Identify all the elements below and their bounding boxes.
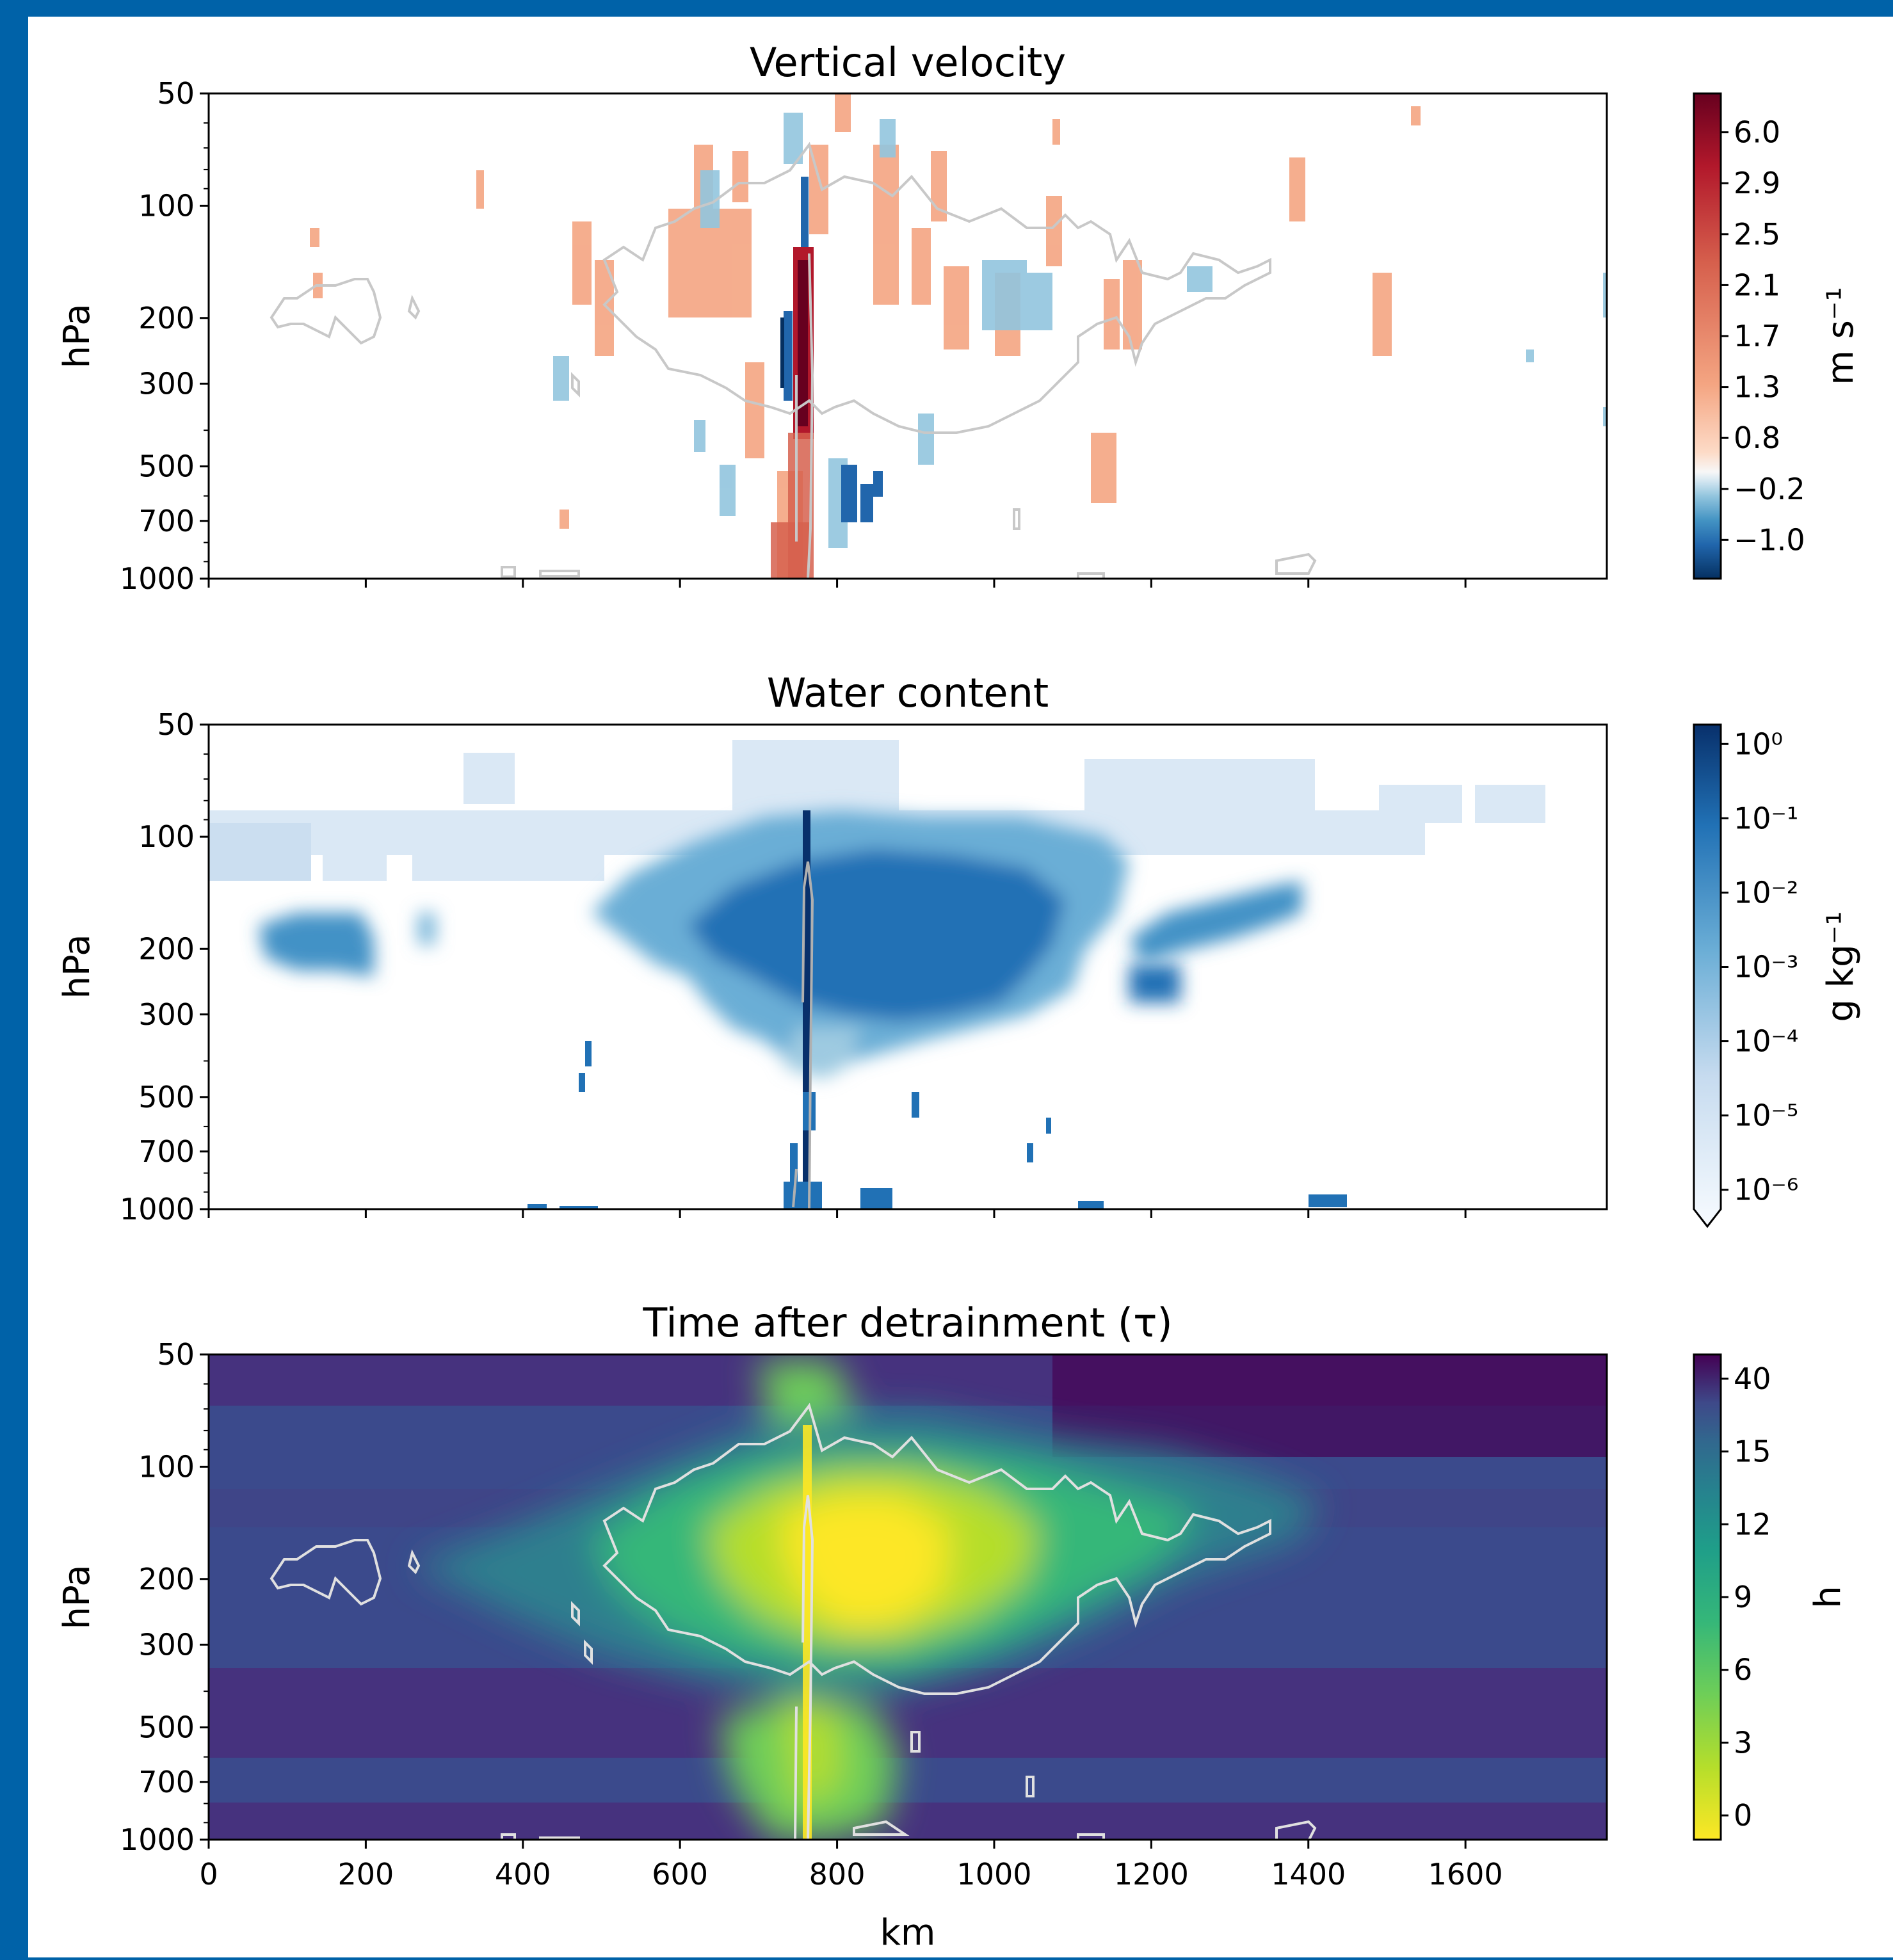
y-tick-label: 300 <box>138 1627 195 1662</box>
y-tick-label: 300 <box>138 997 195 1032</box>
colorbar-tick-label: 2.5 <box>1734 217 1780 252</box>
y-tick-label: 700 <box>138 1134 195 1169</box>
colorbar-tick-label: 10⁻³ <box>1734 950 1798 984</box>
x-tick-label: 200 <box>337 1857 394 1892</box>
chart-title: Vertical velocity <box>750 39 1066 86</box>
x-ticks <box>207 1209 1467 1218</box>
panel-time-after-detrainment: Time after detrainment (τ) <box>56 1299 1849 1954</box>
y-tick-label: 100 <box>138 1449 195 1484</box>
x-ticks <box>207 579 1467 588</box>
x-tick-label: 800 <box>809 1857 866 1892</box>
y-tick-label: 700 <box>138 504 195 538</box>
figure-svg: Vertical velocity <box>56 39 1862 1954</box>
cloud-contour <box>792 861 814 1209</box>
y-ticks: 50 100 200 300 500 700 1000 <box>120 707 209 1226</box>
colorbar-label: g kg⁻¹ <box>1820 911 1862 1022</box>
x-tick-label: 400 <box>495 1857 551 1892</box>
y-tick-label: 200 <box>138 931 195 966</box>
colorbar-tick-label: 40 <box>1734 1362 1771 1396</box>
y-tick-label: 1000 <box>120 561 195 596</box>
x-axis-label: km <box>880 1912 936 1954</box>
x-ticks: 0 200 400 600 800 1000 1200 1400 1600 <box>199 1840 1503 1892</box>
heatmap-field <box>209 725 1607 1209</box>
colorbar-tick-label: 10⁻⁶ <box>1734 1173 1798 1207</box>
x-tick-label: 1600 <box>1428 1857 1503 1892</box>
colorbar-ticks: 40 15 12 9 6 3 0 <box>1721 1362 1771 1833</box>
y-tick-label: 200 <box>138 1562 195 1596</box>
y-tick-label: 200 <box>138 301 195 335</box>
y-tick-label: 50 <box>157 1337 195 1372</box>
heatmap-field <box>209 93 1607 579</box>
y-tick-label: 500 <box>138 1080 195 1114</box>
colorbar-tick-label: 12 <box>1734 1507 1771 1541</box>
x-tick-label: 600 <box>652 1857 708 1892</box>
cloud-contour <box>270 141 1317 579</box>
colorbar-water-content: 10⁰ 10⁻¹ 10⁻² 10⁻³ 10⁻⁴ 10⁻⁵ 10⁻⁶ g kg⁻¹ <box>1693 723 1862 1228</box>
colorbar-tick-label: −0.2 <box>1734 472 1805 506</box>
colorbar-tick-label: 3 <box>1734 1725 1752 1760</box>
colorbar-tick-label: 1.3 <box>1734 370 1780 405</box>
y-tick-label: 500 <box>138 449 195 484</box>
colorbar-label: m s⁻¹ <box>1820 287 1862 385</box>
colorbar-tick-label: 10⁻¹ <box>1734 801 1798 835</box>
colorbar-tick-label: 6 <box>1734 1653 1752 1687</box>
colorbar-tick-label: 10⁻⁴ <box>1734 1024 1798 1059</box>
y-tick-label: 100 <box>138 188 195 223</box>
y-tick-label: 1000 <box>120 1822 195 1857</box>
colorbar-tick-label: 6.0 <box>1734 115 1780 150</box>
y-axis-label: hPa <box>56 303 98 368</box>
chart-title: Water content <box>767 670 1049 716</box>
panel-vertical-velocity: Vertical velocity <box>56 39 1862 596</box>
colorbar-tick-label: 2.1 <box>1734 268 1780 302</box>
y-tick-label: 500 <box>138 1710 195 1745</box>
figure-panel: Vertical velocity <box>28 17 1893 1957</box>
heatmap-field <box>209 1354 1607 1840</box>
colorbar-ticks: 6.0 2.9 2.5 2.1 1.7 1.3 0.8 −0.2 −1.0 <box>1721 115 1805 557</box>
colorbar-tick-label: 10⁻⁵ <box>1734 1098 1798 1133</box>
colorbar-tick-label: 2.9 <box>1734 166 1780 200</box>
colorbar-tick-label: 0 <box>1734 1798 1752 1833</box>
x-tick-label: 0 <box>199 1857 218 1892</box>
colorbar-tick-label: 0.8 <box>1734 421 1780 455</box>
colorbar-tau: 40 15 12 9 6 3 0 h <box>1693 1353 1849 1841</box>
y-tick-label: 1000 <box>120 1192 195 1226</box>
x-tick-label: 1000 <box>956 1857 1031 1892</box>
x-tick-label: 1200 <box>1114 1857 1189 1892</box>
colorbar-tick-label: 10⁰ <box>1734 727 1783 761</box>
y-tick-label: 300 <box>138 366 195 401</box>
colorbar-ticks: 10⁰ 10⁻¹ 10⁻² 10⁻³ 10⁻⁴ 10⁻⁵ 10⁻⁶ <box>1721 727 1798 1207</box>
y-ticks: 50 100 200 300 500 700 1000 <box>120 1337 209 1857</box>
chart-title: Time after detrainment (τ) <box>642 1299 1172 1346</box>
colorbar-label: h <box>1807 1586 1849 1609</box>
colorbar-tick-label: 10⁻² <box>1734 875 1798 910</box>
y-tick-label: 700 <box>138 1765 195 1799</box>
colorbar-vertical-velocity: 6.0 2.9 2.5 2.1 1.7 1.3 0.8 −0.2 −1.0 m s⁻¹ <box>1693 92 1862 580</box>
y-tick-label: 50 <box>157 707 195 742</box>
colorbar-tick-label: 9 <box>1734 1580 1752 1614</box>
y-tick-label: 50 <box>157 76 195 111</box>
colorbar-tick-label: −1.0 <box>1734 522 1805 557</box>
colorbar-tick-label: 1.7 <box>1734 319 1780 353</box>
panel-water-content: Water content <box>56 670 1862 1228</box>
y-axis-label: hPa <box>56 934 98 999</box>
y-ticks: 50 100 200 300 500 700 1000 <box>120 76 209 596</box>
colorbar-tick-label: 15 <box>1734 1434 1771 1469</box>
x-tick-label: 1400 <box>1271 1857 1346 1892</box>
y-axis-label: hPa <box>56 1564 98 1629</box>
y-tick-label: 100 <box>138 819 195 854</box>
